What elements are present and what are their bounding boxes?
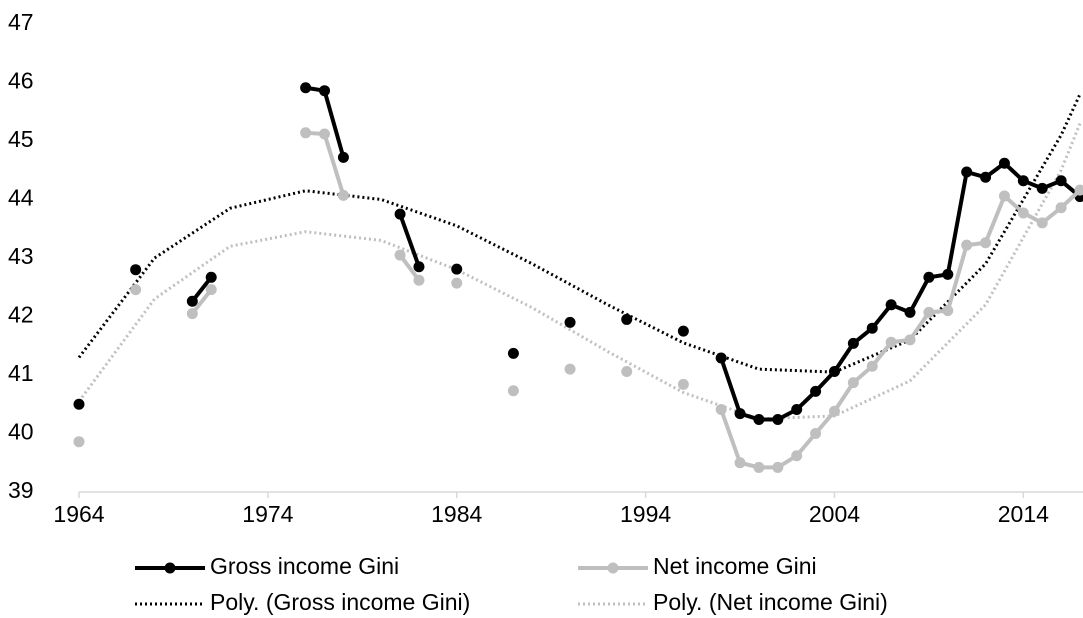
point [564, 363, 576, 375]
point [186, 295, 198, 307]
trend-line [77, 93, 1082, 374]
x-tick-label: 1964 [53, 501, 104, 527]
point [1055, 202, 1067, 214]
point [413, 261, 425, 273]
point [394, 208, 406, 220]
point [810, 428, 822, 439]
point [451, 263, 463, 275]
point [1055, 175, 1067, 187]
point [753, 413, 765, 425]
point [715, 404, 727, 416]
point [130, 264, 142, 276]
y-tick-label: 44 [8, 185, 34, 211]
point [300, 127, 312, 139]
point [1036, 182, 1048, 194]
y-tick-label: 47 [8, 9, 34, 35]
point [847, 337, 859, 349]
point [394, 249, 406, 261]
point [772, 413, 784, 425]
point [621, 313, 633, 325]
legend-item: Net income Gini [578, 553, 817, 579]
x-tick-label: 1974 [242, 501, 293, 527]
point [980, 237, 992, 249]
point [791, 450, 803, 462]
point [791, 404, 803, 416]
point [507, 347, 519, 359]
legend-marker [607, 562, 619, 574]
point [904, 334, 916, 346]
point [73, 398, 85, 410]
x-tick-label: 2014 [998, 501, 1049, 527]
point [564, 316, 576, 328]
series-line [305, 85, 346, 158]
point [337, 151, 349, 163]
series-line [719, 161, 1082, 422]
point [942, 305, 954, 317]
point [980, 171, 992, 183]
point [866, 360, 878, 372]
point [961, 166, 973, 178]
point [1017, 175, 1029, 187]
point [205, 284, 217, 296]
legend-item: Gross income Gini [135, 553, 399, 579]
point [205, 271, 217, 283]
point [923, 306, 935, 318]
point [734, 457, 746, 469]
point [828, 365, 840, 377]
point [942, 268, 954, 280]
legend-label: Poly. (Gross income Gini) [210, 589, 470, 615]
y-tick-label: 46 [8, 68, 34, 94]
y-tick-label: 39 [8, 477, 34, 503]
point [300, 82, 312, 94]
point [885, 299, 897, 311]
legend-label: Gross income Gini [210, 553, 399, 579]
trend-line [77, 122, 1082, 421]
point [998, 157, 1010, 169]
legend-marker [164, 562, 176, 574]
point [1017, 207, 1029, 219]
point [866, 322, 878, 334]
point [677, 378, 689, 390]
y-tick-label: 40 [8, 419, 34, 445]
point [904, 306, 916, 318]
point [1074, 184, 1083, 196]
point [337, 189, 349, 201]
point [715, 352, 727, 364]
point [828, 405, 840, 417]
point [885, 336, 897, 348]
point [319, 85, 331, 97]
point [847, 377, 859, 389]
legend-label: Net income Gini [653, 553, 817, 579]
legend-item: Poly. (Gross income Gini) [135, 589, 470, 615]
point [319, 128, 331, 140]
legend-label: Poly. (Net income Gini) [653, 589, 888, 615]
point [1036, 217, 1048, 229]
x-tick-label: 1984 [431, 501, 482, 527]
series-line [398, 213, 421, 268]
point [810, 385, 822, 397]
point [186, 308, 198, 320]
point [621, 365, 633, 377]
point [923, 271, 935, 283]
y-tick-label: 42 [8, 302, 34, 328]
y-tick-label: 45 [8, 126, 34, 152]
point [734, 408, 746, 420]
point [753, 461, 765, 473]
point [507, 385, 519, 397]
point [998, 190, 1010, 202]
x-tick-label: 2004 [809, 501, 860, 527]
x-tick-label: 1994 [620, 501, 671, 527]
y-tick-label: 43 [8, 243, 34, 269]
point [130, 284, 142, 296]
point [772, 461, 784, 473]
point [677, 325, 689, 337]
point [413, 274, 425, 286]
point [961, 239, 973, 251]
point [451, 277, 463, 289]
y-tick-label: 41 [8, 360, 34, 386]
point [73, 436, 85, 448]
legend-item: Poly. (Net income Gini) [578, 589, 888, 615]
